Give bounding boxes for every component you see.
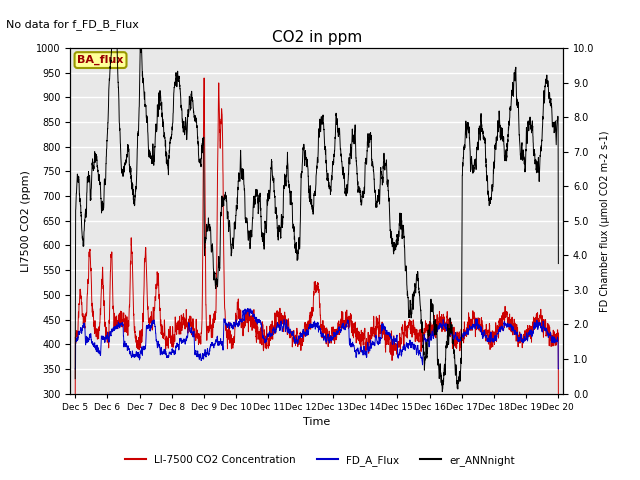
X-axis label: Time: Time [303, 417, 330, 427]
Legend: LI-7500 CO2 Concentration, FD_A_Flux, er_ANNnight: LI-7500 CO2 Concentration, FD_A_Flux, er… [121, 451, 519, 470]
Title: CO2 in ppm: CO2 in ppm [271, 30, 362, 46]
Y-axis label: FD Chamber flux (µmol CO2 m-2 s-1): FD Chamber flux (µmol CO2 m-2 s-1) [600, 130, 610, 312]
Text: BA_flux: BA_flux [77, 55, 124, 65]
Y-axis label: LI7500 CO2 (ppm): LI7500 CO2 (ppm) [20, 170, 31, 272]
Text: No data for f_FD_B_Flux: No data for f_FD_B_Flux [6, 19, 140, 30]
